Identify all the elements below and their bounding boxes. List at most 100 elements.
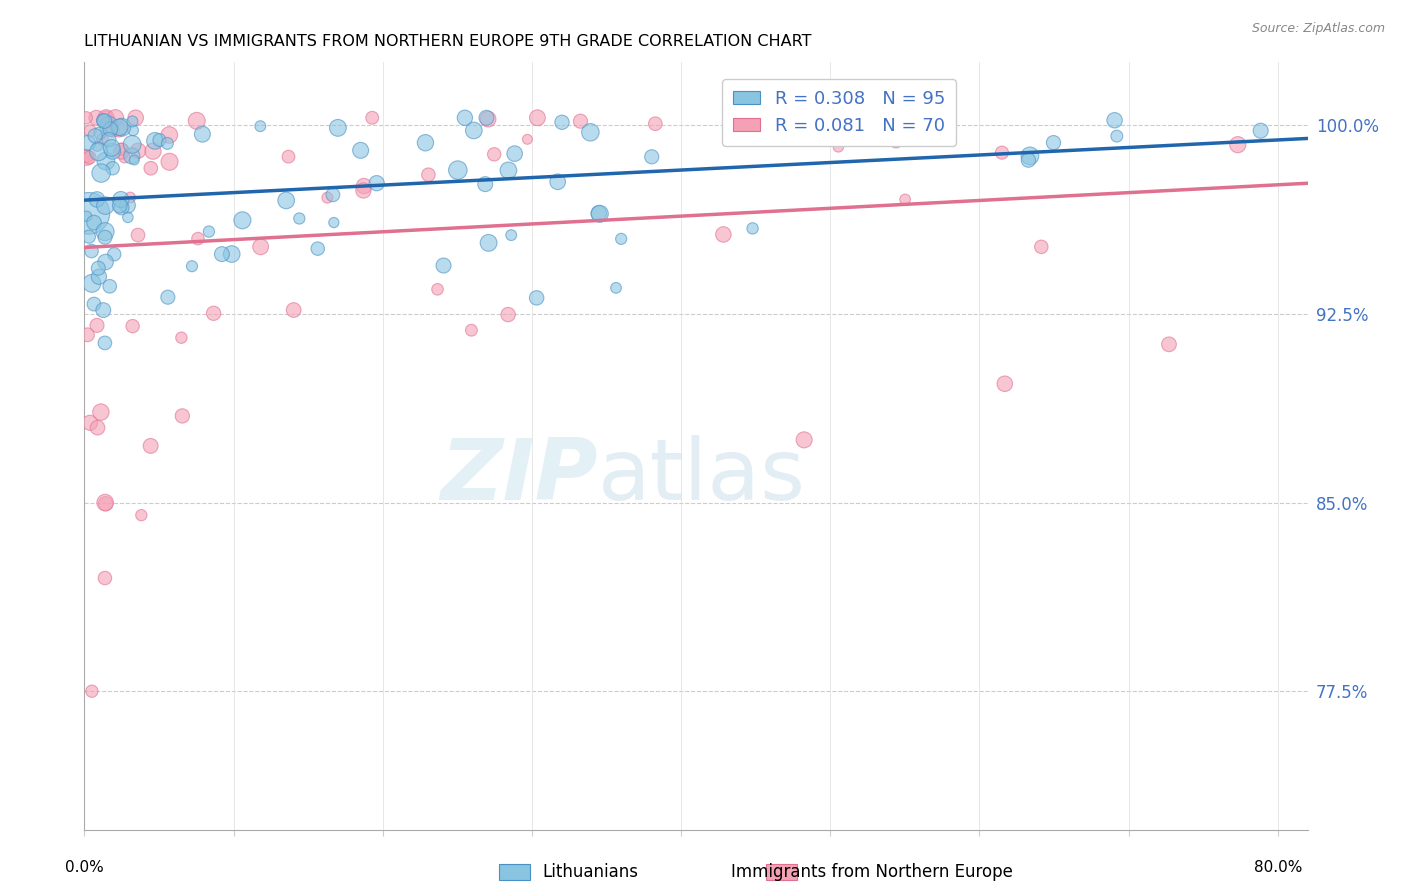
Point [569,114,592,128]
Point [156,290,179,304]
Point [415,136,437,150]
Point [641,150,664,164]
Point [94,111,117,125]
Point [769,111,792,125]
Point [198,225,221,239]
Point [170,331,193,345]
Point [454,111,477,125]
Point [366,176,388,190]
Point [117,198,139,212]
Point [94,111,117,125]
Point [125,111,148,125]
Point [139,439,162,453]
Point [579,125,602,139]
Point [432,259,454,273]
Text: 80.0%: 80.0% [1254,860,1302,875]
Point [101,123,124,137]
Text: 0.0%: 0.0% [65,860,104,875]
Point [94,571,117,585]
Point [322,187,344,202]
Point [460,323,482,337]
Point [117,211,139,225]
Point [900,125,922,139]
Point [76,327,98,342]
Point [316,191,339,205]
Point [644,117,666,131]
Point [588,206,610,220]
Point [1018,149,1040,163]
Point [1157,337,1180,351]
Point [503,146,526,161]
Point [447,163,470,178]
Point [97,118,120,132]
Point [832,111,855,125]
Point [991,145,1014,160]
Point [76,209,98,223]
Point [94,225,117,239]
Point [307,242,329,256]
Point [101,161,124,176]
Point [148,133,170,147]
Point [172,409,194,423]
Point [93,114,115,128]
Point [159,154,181,169]
Point [211,247,233,261]
Point [1042,136,1064,150]
Point [101,144,124,158]
Point [249,240,271,254]
Point [97,119,120,133]
Point [498,163,520,178]
Point [326,120,349,135]
Point [77,136,100,150]
Point [79,151,101,165]
Point [94,255,117,269]
Y-axis label: 9th Grade: 9th Grade [0,408,7,484]
Point [551,115,574,129]
Point [827,140,849,154]
Point [496,308,519,322]
Point [110,200,132,214]
Point [501,228,523,243]
Point [516,132,538,146]
Point [181,259,204,273]
Point [121,149,143,163]
Point [91,113,114,128]
Point [91,303,114,318]
Point [1031,240,1053,254]
Point [131,508,153,523]
Text: ZIP: ZIP [440,435,598,518]
Point [94,335,117,350]
Point [474,177,496,191]
Point [76,151,98,165]
Point [361,111,384,125]
Point [352,184,374,198]
Text: Lithuanians: Lithuanians [543,863,638,881]
Point [108,198,131,212]
Point [283,303,305,318]
Point [1104,113,1126,128]
Point [994,376,1017,391]
Point [80,244,103,258]
Point [605,281,627,295]
Point [83,216,105,230]
Point [477,112,499,127]
Point [89,126,111,140]
Point [94,199,117,213]
Point [288,211,311,226]
Point [142,145,165,159]
Point [276,194,298,208]
Point [191,127,214,141]
Legend: R = 0.308   N = 95, R = 0.081   N = 70: R = 0.308 N = 95, R = 0.081 N = 70 [723,79,956,145]
Point [202,306,225,320]
Point [90,405,112,419]
Point [914,111,936,125]
Point [475,111,498,125]
Point [766,120,789,135]
Point [80,684,103,698]
Point [277,150,299,164]
Point [418,168,440,182]
Point [121,137,143,152]
Point [186,113,208,128]
Point [94,154,117,169]
Point [482,147,505,161]
